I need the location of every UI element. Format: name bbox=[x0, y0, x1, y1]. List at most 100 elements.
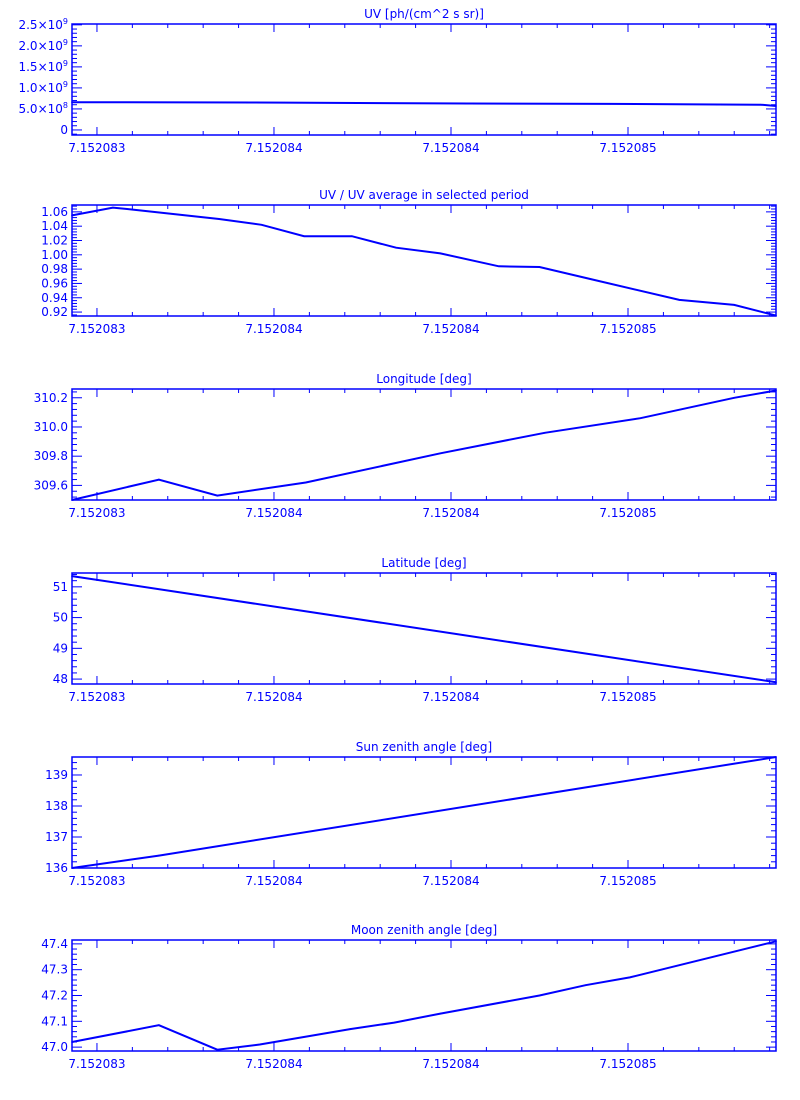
x-tick-label: 7.152084 bbox=[245, 141, 302, 155]
data-point bbox=[584, 984, 587, 986]
y-tick-label: 137 bbox=[45, 830, 68, 844]
x-tick-label: 7.152084 bbox=[422, 141, 479, 155]
data-point bbox=[218, 218, 220, 220]
data-point bbox=[260, 223, 263, 226]
data-point bbox=[71, 499, 73, 501]
data-point bbox=[775, 105, 777, 107]
data-point bbox=[126, 208, 128, 210]
panel-title: Sun zenith angle [deg] bbox=[356, 740, 492, 754]
y-tick-label: 51 bbox=[53, 580, 68, 594]
y-tick-label: 139 bbox=[45, 768, 68, 782]
data-point bbox=[393, 1021, 396, 1024]
data-point bbox=[395, 246, 397, 249]
data-point bbox=[71, 1041, 73, 1043]
x-tick-label: 7.152085 bbox=[599, 322, 656, 336]
x-tick-label: 7.152084 bbox=[245, 506, 302, 520]
data-point bbox=[71, 867, 73, 869]
data-point bbox=[259, 1043, 261, 1046]
data-point bbox=[439, 1012, 442, 1015]
data-point bbox=[351, 235, 353, 238]
data-point bbox=[158, 1024, 160, 1026]
plot-frame bbox=[71, 23, 777, 136]
x-tick-label: 7.152085 bbox=[599, 690, 656, 704]
y-tick-label: 1.02 bbox=[41, 233, 68, 247]
y-tick-label: 138 bbox=[45, 799, 68, 813]
panel-5: Moon zenith angle [deg] 7.152083 7.152084 7… bbox=[41, 923, 777, 1071]
data-point bbox=[775, 314, 777, 317]
x-tick-label: 7.152085 bbox=[599, 141, 656, 155]
panel-title: UV / UV average in selected period bbox=[319, 188, 529, 202]
data-point bbox=[590, 278, 592, 280]
y-tick-label: 136 bbox=[45, 861, 68, 875]
series-line bbox=[71, 206, 777, 317]
data-point bbox=[775, 389, 777, 392]
data-point bbox=[733, 304, 736, 306]
y-tick-label: 310.2 bbox=[34, 391, 68, 405]
data-point bbox=[759, 103, 762, 106]
y-tick-label: 309.6 bbox=[34, 478, 68, 492]
x-tick-label: 7.152084 bbox=[422, 690, 479, 704]
y-tick-label: 47.4 bbox=[41, 937, 68, 951]
series-line bbox=[71, 940, 777, 1051]
data-point bbox=[775, 940, 777, 943]
data-point bbox=[216, 1048, 219, 1051]
data-point bbox=[678, 299, 681, 301]
data-point bbox=[467, 102, 470, 105]
panel-3: Latitude [deg] 7.152083 7.152084 7.152084 7.… bbox=[53, 556, 777, 704]
series-line bbox=[71, 575, 777, 684]
y-tick-label: 2.5×109 bbox=[18, 17, 68, 32]
series-line bbox=[71, 756, 777, 869]
x-tick-label: 7.152084 bbox=[422, 506, 479, 520]
x-tick-label: 7.152084 bbox=[422, 322, 479, 336]
y-tick-label: 1.00 bbox=[41, 248, 68, 262]
panel-title: UV [ph/(cm^2 s sr)] bbox=[364, 7, 484, 21]
y-tick-label: 309.8 bbox=[34, 449, 68, 463]
x-tick-label: 7.152084 bbox=[245, 690, 302, 704]
data-point bbox=[538, 266, 541, 268]
x-tick-label: 7.152083 bbox=[68, 1057, 125, 1071]
y-tick-label: 0.98 bbox=[41, 262, 68, 276]
data-point bbox=[303, 235, 305, 238]
y-tick-label: 1.0×109 bbox=[18, 80, 68, 95]
plot-frame bbox=[71, 572, 777, 685]
data-point bbox=[158, 478, 160, 481]
x-tick-label: 7.152083 bbox=[68, 874, 125, 888]
data-point bbox=[283, 101, 286, 104]
y-tick-label: 47.3 bbox=[41, 963, 68, 977]
y-tick-label: 47.2 bbox=[41, 989, 68, 1003]
y-tick-label: 2.0×109 bbox=[18, 38, 68, 53]
data-point bbox=[733, 396, 736, 399]
y-tick-label: 1.5×109 bbox=[18, 59, 68, 74]
panel-title: Moon zenith angle [deg] bbox=[351, 923, 497, 937]
x-tick-label: 7.152084 bbox=[422, 874, 479, 888]
x-tick-label: 7.152083 bbox=[68, 141, 125, 155]
series-line bbox=[71, 101, 777, 107]
data-point bbox=[349, 1028, 351, 1030]
x-tick-label: 7.152083 bbox=[68, 690, 125, 704]
y-tick-label: 48 bbox=[53, 672, 68, 686]
data-point bbox=[439, 452, 442, 455]
y-tick-label: 47.1 bbox=[41, 1014, 68, 1028]
series-line bbox=[71, 389, 777, 501]
x-tick-label: 7.152085 bbox=[599, 874, 656, 888]
plot-frame bbox=[71, 204, 777, 317]
y-tick-label: 47.0 bbox=[41, 1040, 68, 1054]
data-point bbox=[497, 265, 500, 268]
y-tick-label: 5.0×108 bbox=[18, 101, 68, 116]
x-tick-label: 7.152084 bbox=[245, 322, 302, 336]
y-tick-label: 0.96 bbox=[41, 276, 68, 290]
panel-title: Latitude [deg] bbox=[381, 556, 466, 570]
x-tick-label: 7.152085 bbox=[599, 1057, 656, 1071]
data-point bbox=[216, 494, 219, 497]
data-point bbox=[775, 681, 777, 683]
y-tick-label: 310.0 bbox=[34, 420, 68, 434]
data-point bbox=[538, 994, 541, 997]
data-point bbox=[112, 206, 114, 209]
data-point bbox=[71, 101, 73, 104]
y-tick-label: 0.92 bbox=[41, 305, 68, 319]
data-point bbox=[639, 417, 642, 420]
data-point bbox=[439, 252, 442, 255]
x-tick-label: 7.152085 bbox=[599, 506, 656, 520]
data-point bbox=[775, 756, 777, 758]
